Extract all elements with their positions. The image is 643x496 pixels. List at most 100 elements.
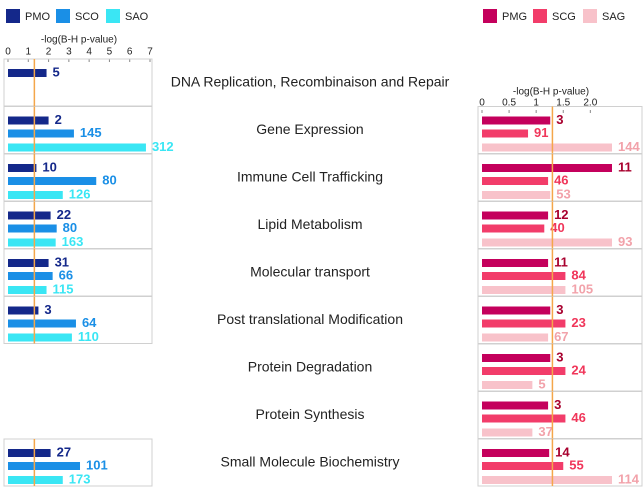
data-label: 46 xyxy=(571,410,585,425)
legend-label: PMG xyxy=(502,11,527,23)
bar xyxy=(8,238,56,247)
bar xyxy=(482,319,566,328)
data-label: 93 xyxy=(618,234,632,249)
axis-title: -log(B-H p-value) xyxy=(41,35,117,46)
data-label: 3 xyxy=(556,302,563,317)
bar xyxy=(8,129,74,138)
bar xyxy=(8,462,81,470)
x-tick-label: 1 xyxy=(533,98,539,109)
category-label: Post translational Modification xyxy=(217,311,403,327)
data-label: 80 xyxy=(102,172,116,187)
data-label: 46 xyxy=(554,172,568,187)
legend-swatch xyxy=(483,9,497,23)
data-label: 312 xyxy=(152,139,174,154)
bar xyxy=(8,69,47,77)
data-label: 110 xyxy=(78,329,99,344)
bar xyxy=(8,211,51,220)
data-label: 3 xyxy=(556,349,563,364)
data-label: 3 xyxy=(556,112,563,127)
x-tick-label: 5 xyxy=(107,47,113,58)
bar xyxy=(482,333,549,342)
bar xyxy=(8,319,76,328)
category-label: Small Molecule Biochemistry xyxy=(221,454,400,470)
x-tick-label: 2 xyxy=(46,47,52,58)
category-label: Lipid Metabolism xyxy=(257,216,362,232)
data-label: 66 xyxy=(59,267,73,282)
bar xyxy=(482,476,612,484)
data-label: 3 xyxy=(44,302,51,317)
bar xyxy=(8,191,63,199)
data-label: 14 xyxy=(555,444,570,459)
data-label: 145 xyxy=(80,125,102,140)
legend-swatch xyxy=(533,9,547,23)
data-label: 55 xyxy=(569,457,583,472)
data-label: 144 xyxy=(618,139,640,154)
bar xyxy=(8,333,72,342)
bar xyxy=(8,259,49,267)
data-label: 53 xyxy=(556,186,570,201)
data-label: 126 xyxy=(69,186,91,201)
data-label: 11 xyxy=(554,254,568,269)
bar xyxy=(482,428,533,437)
x-tick-label: 4 xyxy=(86,47,92,58)
data-label: 27 xyxy=(57,444,71,459)
data-label: 23 xyxy=(571,315,585,330)
x-tick-label: 3 xyxy=(66,47,72,58)
x-tick-label: 2.0 xyxy=(583,98,597,109)
data-label: 101 xyxy=(86,457,108,472)
bar xyxy=(482,401,549,410)
bar xyxy=(8,476,63,484)
data-label: 84 xyxy=(571,267,586,282)
category-label: Gene Expression xyxy=(256,121,363,137)
x-tick-label: 0 xyxy=(5,47,11,58)
bar xyxy=(482,414,566,423)
category-label: Protein Synthesis xyxy=(256,406,365,422)
legend-swatch xyxy=(106,9,120,23)
data-label: 105 xyxy=(571,281,593,296)
data-label: 10 xyxy=(42,159,56,174)
bar xyxy=(482,462,564,470)
bar xyxy=(8,306,39,315)
data-label: 22 xyxy=(57,207,71,222)
bar xyxy=(8,286,47,294)
bar xyxy=(8,177,97,185)
data-label: 163 xyxy=(62,234,84,249)
data-label: 12 xyxy=(554,207,568,222)
bar xyxy=(8,449,51,457)
data-label: 173 xyxy=(69,471,91,486)
category-label: DNA Replication, Recombinaison and Repai… xyxy=(171,74,450,90)
data-label: 5 xyxy=(53,64,60,79)
bar xyxy=(482,381,533,389)
data-label: 91 xyxy=(534,125,548,140)
row-box xyxy=(3,58,153,107)
bar xyxy=(8,272,53,280)
legend-swatch xyxy=(583,9,597,23)
bar xyxy=(482,224,545,233)
bar xyxy=(8,116,49,125)
legend-label: PMO xyxy=(25,11,51,23)
bar xyxy=(482,238,612,247)
x-tick-label: 0 xyxy=(479,98,485,109)
bar xyxy=(482,286,566,294)
bar xyxy=(482,129,529,138)
category-label: Molecular transport xyxy=(250,264,370,280)
x-tick-label: 6 xyxy=(127,47,133,58)
x-tick-label: 1.5 xyxy=(556,98,570,109)
legend-swatch xyxy=(56,9,70,23)
data-label: 5 xyxy=(538,376,545,391)
x-tick-label: 0.5 xyxy=(502,98,516,109)
axis-title: -log(B-H p-value) xyxy=(513,87,589,98)
category-label: Protein Degradation xyxy=(248,359,373,375)
legend-label: SAG xyxy=(602,11,625,23)
data-label: 24 xyxy=(571,362,586,377)
data-label: 40 xyxy=(550,220,564,235)
bar xyxy=(8,164,37,172)
legend-label: SCO xyxy=(75,11,99,23)
bar xyxy=(482,211,549,220)
data-label: 80 xyxy=(63,220,77,235)
bar xyxy=(482,191,551,199)
legend-swatch xyxy=(6,9,20,23)
data-label: 2 xyxy=(55,112,62,127)
bar xyxy=(482,116,551,125)
